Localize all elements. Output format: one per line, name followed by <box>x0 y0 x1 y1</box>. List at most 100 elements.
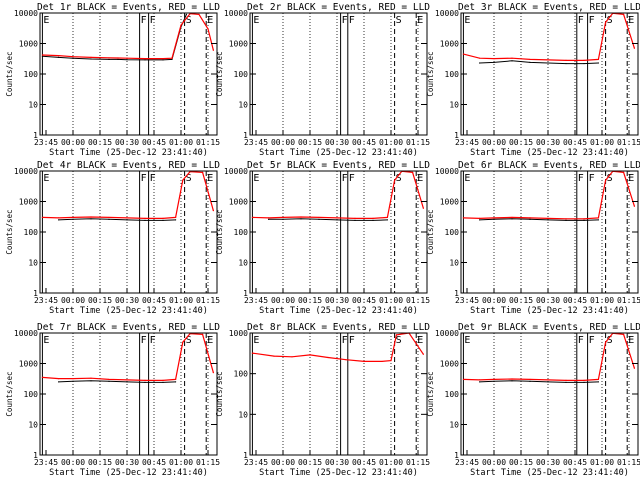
y-tick-label: 100 <box>24 228 39 237</box>
data-point-lld <box>633 367 636 369</box>
x-tick-label: 01:00 <box>379 296 403 305</box>
data-point-lld <box>336 217 338 219</box>
data-point-events <box>108 380 110 382</box>
marker-label: E <box>43 335 49 346</box>
data-point-events <box>300 218 302 220</box>
x-tick-label: 01:00 <box>590 296 614 305</box>
y-tick-label: 1 <box>454 451 459 460</box>
data-point-lld <box>41 376 44 379</box>
data-point-lld <box>633 205 636 207</box>
data-point-lld <box>108 216 110 219</box>
data-point-lld <box>493 378 495 381</box>
x-tick-label: 01:00 <box>169 138 193 147</box>
y-tick-label: 10 <box>238 101 248 110</box>
panel-det-8: Det 8r BLACK = Events, RED = LLD E F F S E 1 10… <box>215 322 430 478</box>
data-point-events <box>511 380 513 382</box>
data-point-events <box>565 62 567 65</box>
marker-label: E <box>417 173 423 184</box>
data-point-lld <box>175 378 177 381</box>
data-point-lld <box>623 171 625 173</box>
panel-title: Det 7r BLACK = Events, RED = LLD <box>37 322 220 333</box>
data-point-lld <box>583 218 585 220</box>
y-axis-label: Counts/sec <box>426 209 435 254</box>
x-axis-label: Start Time (25-Dec-12 23:41:40) <box>259 148 418 158</box>
data-point-lld <box>363 360 365 363</box>
marker-label: F <box>349 15 355 26</box>
data-point-lld <box>354 217 356 219</box>
y-tick-label: 1 <box>454 131 459 140</box>
data-point-events <box>72 218 74 220</box>
data-point-events <box>547 219 549 221</box>
marker-label: F <box>342 335 348 346</box>
data-point-lld <box>175 216 177 219</box>
y-tick-label: 100 <box>24 390 39 399</box>
data-point-events <box>162 381 164 384</box>
y-tick-label: 1 <box>33 451 38 460</box>
data-point-lld <box>597 217 600 219</box>
panel-det-1: Det 1r BLACK = Events, RED = LLD E F F S E 1 10… <box>5 2 220 158</box>
data-point-events <box>144 219 146 222</box>
x-axis-label: Start Time (25-Dec-12 23:41:40) <box>470 148 629 158</box>
x-tick-label: 00:45 <box>352 296 376 305</box>
data-point-lld <box>41 54 44 56</box>
y-tick-label: 100 <box>445 228 460 237</box>
marker-label: E <box>464 173 470 184</box>
data-point-events <box>58 381 60 383</box>
y-axis-label: Counts/sec <box>5 209 14 254</box>
data-point-lld <box>493 57 495 60</box>
series-line-events <box>268 218 388 221</box>
x-tick-label: 00:00 <box>271 458 295 467</box>
data-point-lld <box>462 53 464 55</box>
data-point-events <box>144 381 146 384</box>
x-tick-label: 00:15 <box>88 296 112 305</box>
y-tick-label: 100 <box>445 390 460 399</box>
data-point-events <box>126 59 128 61</box>
y-tick-label: 1000 <box>19 198 38 207</box>
data-point-events <box>372 219 374 222</box>
data-point-lld <box>108 378 110 381</box>
data-point-lld <box>381 360 383 363</box>
y-tick-label: 1000 <box>19 40 38 49</box>
y-axis-label: Counts/sec <box>215 371 224 416</box>
x-tick-label: 23:45 <box>455 296 479 305</box>
x-tick-label: 00:30 <box>115 458 139 467</box>
y-tick-label: 1000 <box>229 198 248 207</box>
x-tick-label: 00:15 <box>88 458 112 467</box>
data-point-lld <box>511 216 513 219</box>
data-point-events <box>479 381 481 383</box>
data-point-lld <box>58 55 60 57</box>
y-tick-label: 1000 <box>19 360 38 369</box>
y-tick-label: 100 <box>234 228 249 237</box>
x-tick-label: 00:15 <box>298 458 322 467</box>
x-axis-label: Start Time (25-Dec-12 23:41:40) <box>470 306 629 316</box>
x-tick-label: 00:15 <box>509 458 533 467</box>
data-point-lld <box>162 379 164 381</box>
data-point-lld <box>511 378 513 380</box>
x-axis-label: Start Time (25-Dec-12 23:41:40) <box>49 468 208 478</box>
marker-label: F <box>349 173 355 184</box>
data-point-events <box>90 380 92 382</box>
data-point-lld <box>182 179 184 181</box>
x-tick-label: 00:45 <box>142 138 166 147</box>
data-point-lld <box>390 359 392 362</box>
panel-title: Det 5r BLACK = Events, RED = LLD <box>247 160 430 171</box>
data-point-events <box>144 59 146 61</box>
panel-det-9: Det 9r BLACK = Events, RED = LLD E F F S E 1 10… <box>426 322 640 478</box>
data-point-lld <box>90 56 92 59</box>
data-point-events <box>58 56 60 59</box>
x-tick-label: 00:45 <box>352 458 376 467</box>
y-tick-label: 10000 <box>224 9 248 18</box>
x-tick-label: 00:15 <box>88 138 112 147</box>
y-tick-label: 1 <box>454 289 459 298</box>
panel-det-3: Det 3r BLACK = Events, RED = LLD E F F S E 1 10… <box>426 2 640 158</box>
marker-label: S <box>396 335 402 346</box>
data-point-lld <box>268 217 270 219</box>
x-tick-label: 01:15 <box>406 138 430 147</box>
marker-label: S <box>186 15 192 26</box>
data-point-events <box>175 219 177 221</box>
series-line-events <box>479 218 599 221</box>
x-axis-label: Start Time (25-Dec-12 23:41:40) <box>49 148 208 158</box>
y-tick-label: 10000 <box>14 329 38 338</box>
data-point-lld <box>251 216 253 219</box>
